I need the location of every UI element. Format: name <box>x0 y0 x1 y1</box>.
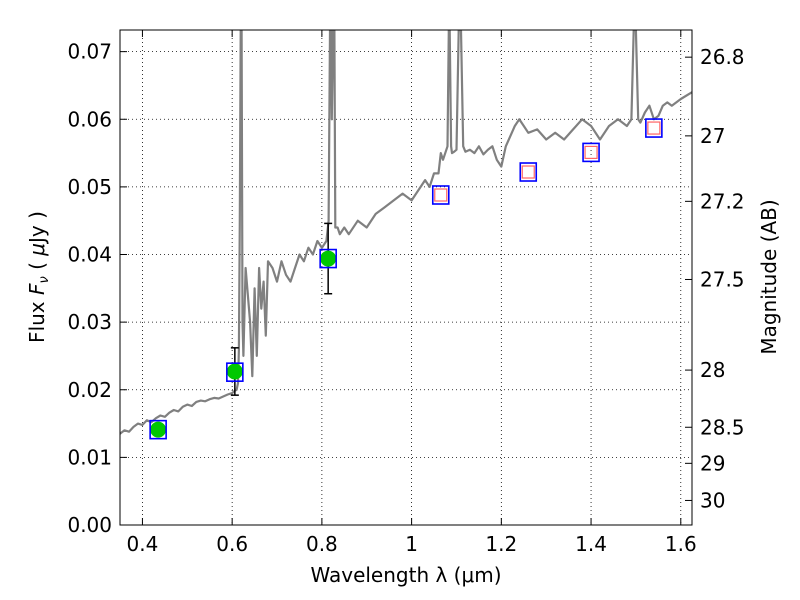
predicted-flux-marker <box>434 188 448 202</box>
y-tick-label: 0.05 <box>67 175 112 199</box>
model-flux-marker <box>319 248 337 269</box>
model-flux-marker <box>645 118 663 138</box>
observed-flux-point <box>320 250 337 267</box>
observed-flux-point <box>226 363 243 380</box>
mag-tick-label: 28.5 <box>700 415 745 439</box>
mag-tick-label: 30 <box>700 488 725 512</box>
template-spectrum-line <box>120 30 692 435</box>
y-tick-label: 0.04 <box>67 243 112 267</box>
model-flux-marker <box>431 185 450 205</box>
mag-tick-label: 27 <box>700 124 725 148</box>
x-tick-label: 0.6 <box>216 532 248 556</box>
y-tick-label: 0.02 <box>67 378 112 402</box>
model-flux-marker <box>149 419 167 440</box>
y-tick-label: 0.00 <box>67 513 112 537</box>
y-tick-label: 0.03 <box>67 310 112 334</box>
y-tick-label: 0.01 <box>67 445 112 469</box>
x-axis-title: Wavelength λ (μm) <box>310 563 501 587</box>
axis-ticks: 0.4 0.6 0.8 1 1.2 1.4 1.6 0.00 0.01 0.02 0.03 0.04 0… <box>67 30 745 556</box>
predicted-flux-marker <box>521 165 535 179</box>
plot-frame <box>119 29 693 526</box>
predicted-flux-marker <box>584 145 598 159</box>
x-tick-label: 1.2 <box>485 532 517 556</box>
template-spectrum-layer <box>120 30 692 435</box>
mag-tick-label: 28 <box>700 358 725 382</box>
mag-tick-label: 26.8 <box>700 45 745 69</box>
x-tick-label: 1.4 <box>575 532 607 556</box>
x-tick-label: 0.8 <box>306 532 338 556</box>
observed-flux-point <box>150 421 167 438</box>
photometry-markers <box>149 118 663 440</box>
right-axis-title: Magnitude (AB) <box>757 199 781 354</box>
y-tick-label: 0.06 <box>67 107 112 131</box>
model-flux-marker <box>519 162 538 182</box>
x-tick-label: 1.6 <box>665 532 697 556</box>
mag-tick-label: 27.2 <box>700 189 745 213</box>
model-flux-marker <box>226 362 244 382</box>
mag-tick-label: 27.5 <box>700 267 745 291</box>
x-tick-label: 1 <box>405 532 418 556</box>
y-axis-title: Flux Fν ( μJy ) <box>25 211 52 343</box>
mag-tick-label: 29 <box>700 451 725 475</box>
x-tick-label: 0.4 <box>127 532 159 556</box>
model-flux-marker <box>582 142 600 163</box>
y-tick-label: 0.07 <box>67 40 112 64</box>
predicted-flux-marker <box>647 121 661 135</box>
